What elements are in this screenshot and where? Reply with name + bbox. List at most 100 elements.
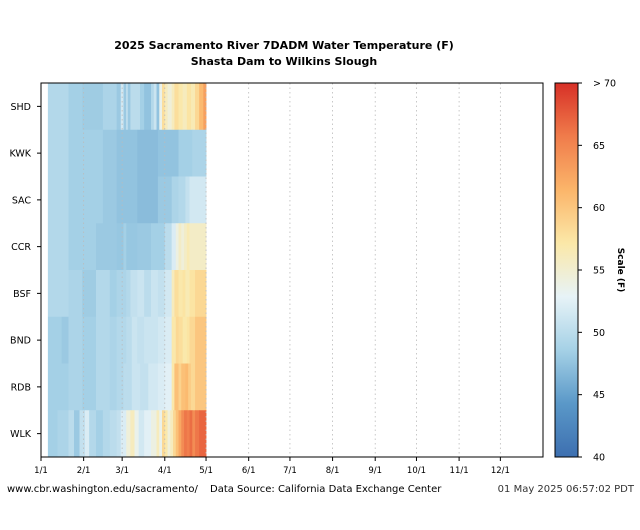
heatmap-cell	[186, 223, 190, 271]
heatmap-cell	[123, 363, 133, 411]
heatmap-cell	[126, 270, 131, 318]
heatmap-cell	[151, 270, 159, 318]
heatmap-cell	[156, 410, 160, 458]
colorbar-tick-label: 45	[593, 390, 605, 401]
y-tick-label: SHD	[11, 102, 32, 113]
plot-frame	[40, 82, 544, 458]
heatmap-cell	[182, 83, 188, 131]
colorbar-tick-label: 60	[593, 203, 605, 214]
heatmap-cell	[116, 129, 138, 177]
heatmap-cell	[116, 83, 122, 131]
heatmap-cell	[157, 363, 166, 411]
heatmap-cell	[186, 316, 190, 364]
heatmap-cell	[102, 83, 118, 131]
heatmap-cell	[195, 270, 207, 318]
heatmap-cell	[102, 129, 118, 177]
heatmap-cell	[164, 223, 173, 271]
heatmap-row-bsf	[47, 270, 207, 318]
heatmap-cell	[167, 410, 171, 458]
y-tick-label: SAC	[12, 195, 32, 206]
heatmap-row-ccr	[47, 223, 207, 271]
heatmap-cell	[116, 223, 124, 271]
heatmap-cell	[195, 363, 207, 411]
heatmap-cell	[96, 410, 104, 458]
heatmap-cell	[189, 270, 196, 318]
x-tick-label: 4/1	[158, 466, 172, 476]
x-tick-label: 1/1	[34, 466, 48, 476]
heatmap-row-shd	[47, 83, 207, 131]
heatmap-cell	[144, 270, 152, 318]
heatmap-cell	[130, 83, 141, 131]
heatmap-cell	[184, 410, 188, 458]
heatmap-cell	[153, 83, 157, 131]
heatmap-cell	[144, 316, 159, 364]
heatmap-row-wlk	[47, 410, 207, 458]
heatmap-cell	[68, 410, 75, 458]
heatmap-cell	[137, 270, 145, 318]
footer-url: www.cbr.washington.edu/sacramento/	[7, 484, 198, 495]
heatmap-cell	[47, 316, 63, 364]
heatmap-cell	[102, 176, 118, 224]
heatmap-cell	[89, 410, 97, 458]
heatmap-cell	[164, 316, 173, 364]
heatmap-cell	[175, 410, 179, 458]
heatmap-cell	[148, 363, 159, 411]
heatmap-cell	[164, 363, 173, 411]
heatmap-cell	[82, 316, 97, 364]
heatmap-cell	[137, 316, 145, 364]
heatmap-cell	[82, 363, 97, 411]
heatmap-cell	[116, 410, 122, 458]
heatmap-cell	[109, 270, 118, 318]
heatmap-cell	[134, 410, 140, 458]
heatmap-cell	[126, 83, 129, 131]
heatmap-cell	[157, 270, 166, 318]
colorbar-label: Scale (F)	[615, 248, 625, 293]
heatmap-cell	[131, 363, 141, 411]
heatmap-cell	[151, 410, 157, 458]
heatmap-cell	[61, 316, 69, 364]
heatmap-cell	[126, 316, 133, 364]
heatmap-cell	[137, 176, 159, 224]
x-tick-label: 2/1	[77, 466, 91, 476]
y-tick-label: KWK	[9, 149, 31, 160]
heatmap-cell	[137, 129, 159, 177]
heatmap-cell	[189, 410, 193, 458]
heatmap-cell	[171, 83, 175, 131]
heatmap-cell	[178, 410, 182, 458]
chart-title-line-2: Shasta Dam to Wilkins Slough	[191, 55, 377, 68]
heatmap-cell	[68, 223, 97, 271]
heatmap-cell	[140, 83, 145, 131]
heatmap-cell	[47, 129, 69, 177]
heatmap-cell	[157, 316, 166, 364]
heatmap-cell	[157, 129, 179, 177]
heatmap-cell	[47, 176, 69, 224]
x-tick-label: 10/1	[407, 466, 426, 476]
heatmap-cell	[82, 83, 104, 131]
heatmap-cell	[195, 410, 200, 458]
heatmap-cell	[68, 176, 104, 224]
heatmap-cell	[126, 223, 138, 271]
heatmap-cell	[123, 223, 127, 271]
heatmap-cell	[171, 316, 177, 364]
heatmap-cell	[178, 83, 184, 131]
heatmap-cell	[47, 83, 69, 131]
heatmap-cell	[96, 270, 111, 318]
heatmap-cell	[189, 223, 207, 271]
heatmap-cell	[171, 223, 177, 271]
x-axis-months: 1/1 2/1 3/1 4/1 5/1 6/1 7/1 8/1 9/1 10/1 11/1 12/1	[34, 457, 510, 476]
x-tick-label: 12/1	[491, 466, 510, 476]
y-tick-label: CCR	[11, 242, 31, 253]
colorbar-ticks: 40 45 50 55 60 65 > 70	[578, 79, 616, 464]
heatmap-cell	[74, 410, 80, 458]
heatmap-cell	[174, 270, 179, 318]
heatmap-cell	[127, 83, 131, 131]
heatmap-cell	[116, 363, 124, 411]
heatmap-cell	[171, 270, 175, 318]
heatmap-cell	[126, 410, 131, 458]
heatmap-cell	[181, 363, 186, 411]
heatmap-cell	[85, 410, 90, 458]
heatmap-cell	[178, 316, 184, 364]
heatmap-cell	[181, 410, 185, 458]
heatmap-cell	[109, 410, 118, 458]
heatmap-cell	[173, 410, 177, 458]
